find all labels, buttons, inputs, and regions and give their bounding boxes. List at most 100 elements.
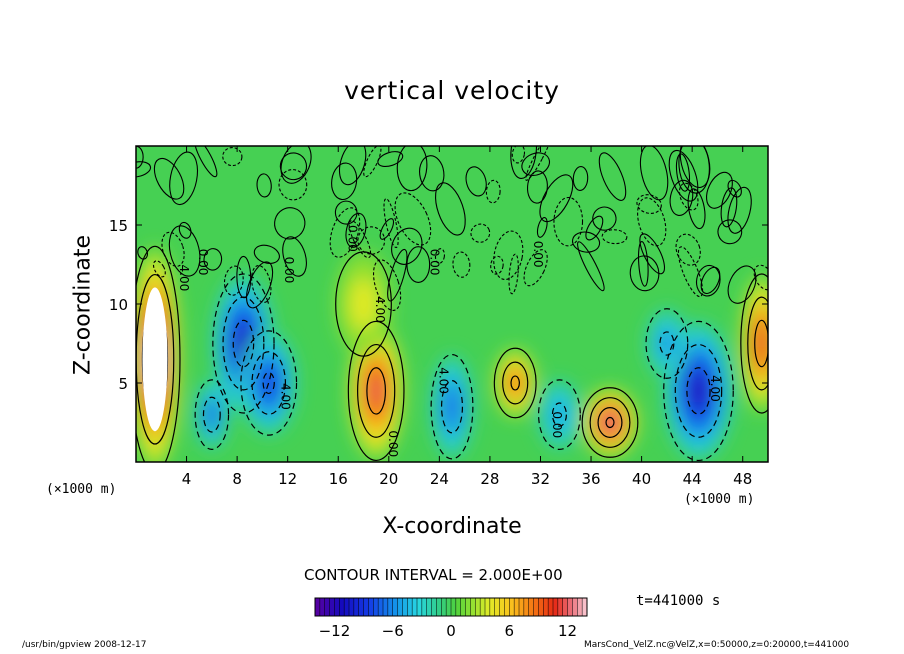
turbulent-contour [256,173,272,198]
colorbar-segment [378,598,384,616]
x-tick-label: 4 [182,470,192,488]
turbulent-contour [677,246,704,298]
contour-line-12-2 [747,296,768,391]
colorbar-segment [514,598,520,616]
colorbar-segment [339,598,345,616]
field-feature-1 [238,331,249,356]
field-feature-2 [263,372,275,394]
turbulent-contour [246,261,274,309]
turbulent-contour [419,155,445,192]
contour-line-7-2 [502,361,529,405]
contour-line-3-0 [194,379,230,450]
x-tick-label: 20 [379,470,398,488]
colorbar-segment [533,598,539,616]
field-feature-7 [511,376,520,390]
turbulent-contour [508,253,519,295]
turbulent-contour [539,174,574,223]
colorbar-segment [417,598,423,616]
turbulent-contour [280,146,312,184]
colorbar-segment [548,598,554,616]
field-feature-9 [606,417,614,428]
colorbar-segment [543,598,549,616]
turbulent-contour [637,240,649,287]
turbulent-contour [338,146,367,186]
turbulent-contour [345,212,367,248]
colorbar-segment [528,598,534,616]
x-tick-label: 32 [531,470,550,488]
colorbar-segment [349,598,355,616]
contour-line-4-2 [357,343,396,438]
turbulent-contour [394,192,432,246]
colorbar-segment [455,598,462,616]
contour-line-2-0 [240,330,298,436]
turbulent-contour [753,264,768,291]
contour-line-0-0 [136,245,181,462]
turbulent-contour [194,146,218,178]
colorbar-segment [431,598,437,616]
colorbar-segment [446,598,452,616]
turbulent-contour [525,146,552,181]
turbulent-contour [727,186,752,234]
chart-title: vertical velocity [344,76,560,105]
colorbar-segment [426,598,432,616]
turbulent-contour [372,259,402,311]
contour-label: 0.00 [428,249,442,276]
colorbar-segment [344,598,350,616]
turbulent-contour [687,188,706,230]
turbulent-contour [278,169,308,201]
colorbar-segment [553,598,559,616]
colorbar-segment [480,598,486,616]
colorbar-segment [383,598,389,616]
turbulent-contour [536,216,548,238]
turbulent-contour [601,229,628,245]
x-tick-label: 44 [683,470,702,488]
contour-label: 0.00 [386,430,400,457]
colorbar-segment [363,598,369,616]
turbulent-contour [598,152,627,201]
colorbar-segment [509,598,515,616]
turbulent-contour [572,165,589,191]
colorbar-segment [315,598,321,616]
turbulent-contour [510,146,538,179]
turbulent-contour [137,246,148,260]
colorbar-segment [441,598,447,616]
turbulent-contour [675,233,701,266]
turbulent-contour [668,149,699,202]
plot-area [136,146,768,462]
contour-line-2-4 [262,371,275,395]
turbulent-contour [251,264,272,303]
turbulent-contour [331,162,358,201]
turbulent-contour [329,207,361,258]
colorbar-segment [489,598,496,616]
turbulent-contour [236,255,252,299]
turbulent-contour [700,266,721,295]
turbulent-contour [434,248,445,264]
colorbar-segment [392,598,398,616]
colorbar-segment [523,598,530,616]
contour-line-9-0 [581,387,639,458]
colorbar-segment [562,598,568,616]
turbulent-contour [178,221,192,239]
footer-command: /usr/bin/gpview 2008-12-17 [22,640,147,650]
x-unit-right: (×1000 m) [684,492,755,507]
colorbar-segment [499,598,505,616]
contour-line-10-0 [663,320,734,462]
turbulent-contour [357,226,386,255]
footer-source: MarsCond_VelZ.nc@VelZ,x=0:50000,z=0:2000… [584,640,850,650]
colorbar-segment [470,598,476,616]
contour-line-9-4 [597,407,623,438]
turbulent-contour [553,196,584,247]
colorbar-segment [572,598,578,616]
colorbar-tick-label: −12 [319,622,351,640]
turbulent-contour [222,147,243,167]
colorbar-segment [519,598,525,616]
contour-label: 0.00 [282,257,296,284]
turbulent-contour [705,171,733,209]
colorbar-segment [358,598,364,616]
colorbar-segment [402,598,408,616]
contour-line-4-0 [347,320,405,462]
turbulent-contour [136,161,152,178]
contour-line-11-0 [645,308,689,379]
field-feature-6 [446,393,458,420]
contour-line-11-2 [659,331,675,356]
